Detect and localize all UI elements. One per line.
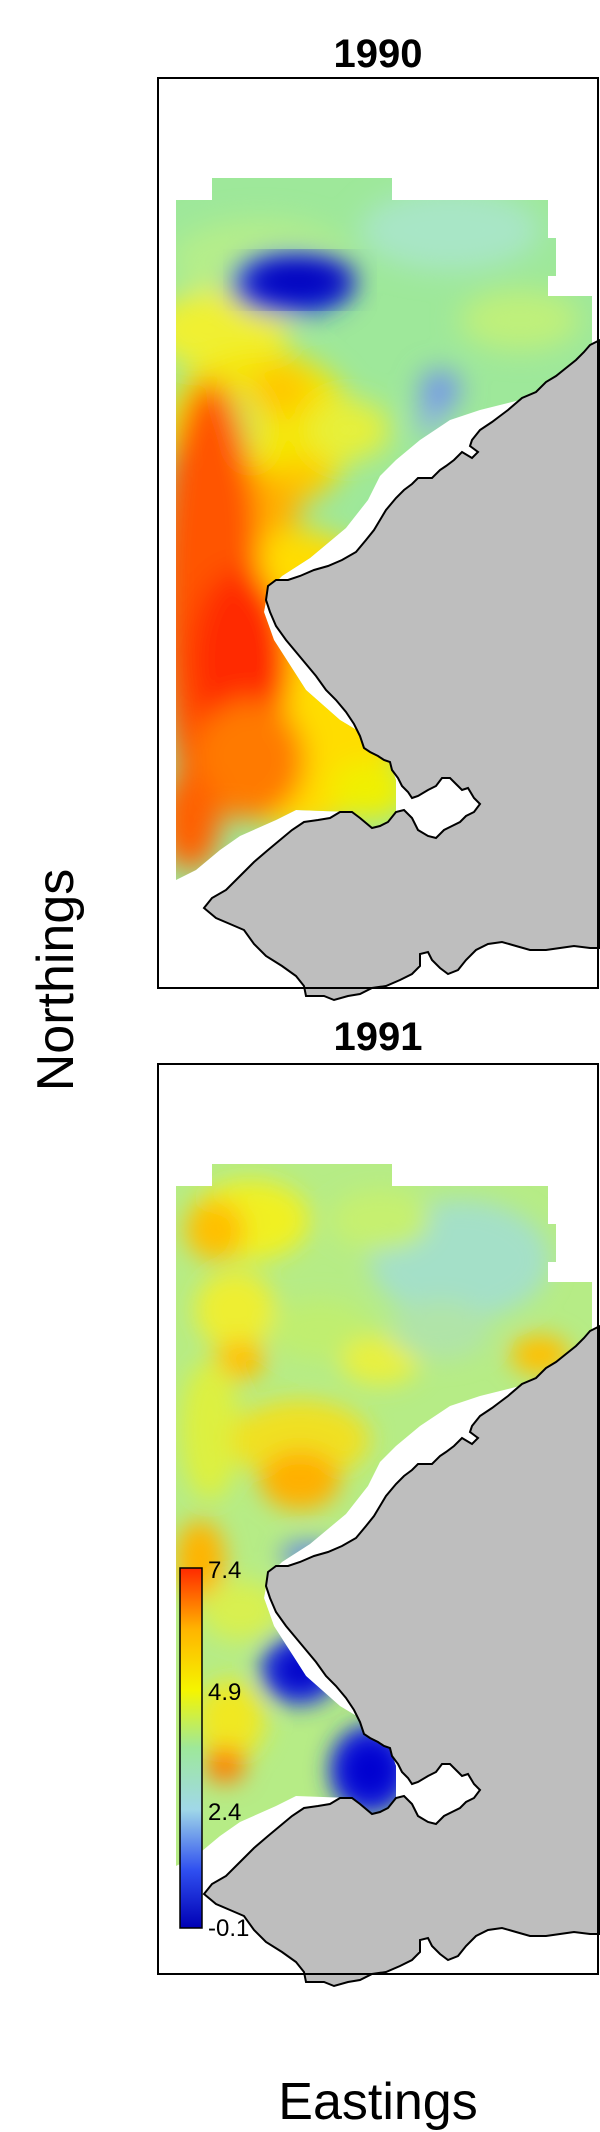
panel-title-1990: 1990 bbox=[333, 32, 423, 76]
x-axis-label: Eastings bbox=[278, 2073, 478, 2131]
panel-frame-1990 bbox=[157, 77, 599, 989]
legend-tick-label: -0.1 bbox=[208, 1915, 249, 1942]
legend-tick-label: 4.9 bbox=[208, 1679, 241, 1706]
panel-frame-1991 bbox=[157, 1063, 599, 1975]
legend-color-bar bbox=[179, 1567, 203, 1929]
panel-title-1991: 1991 bbox=[333, 1015, 423, 1059]
legend-tick-label: 2.4 bbox=[208, 1799, 241, 1826]
legend-tick-label: 7.4 bbox=[208, 1557, 241, 1584]
